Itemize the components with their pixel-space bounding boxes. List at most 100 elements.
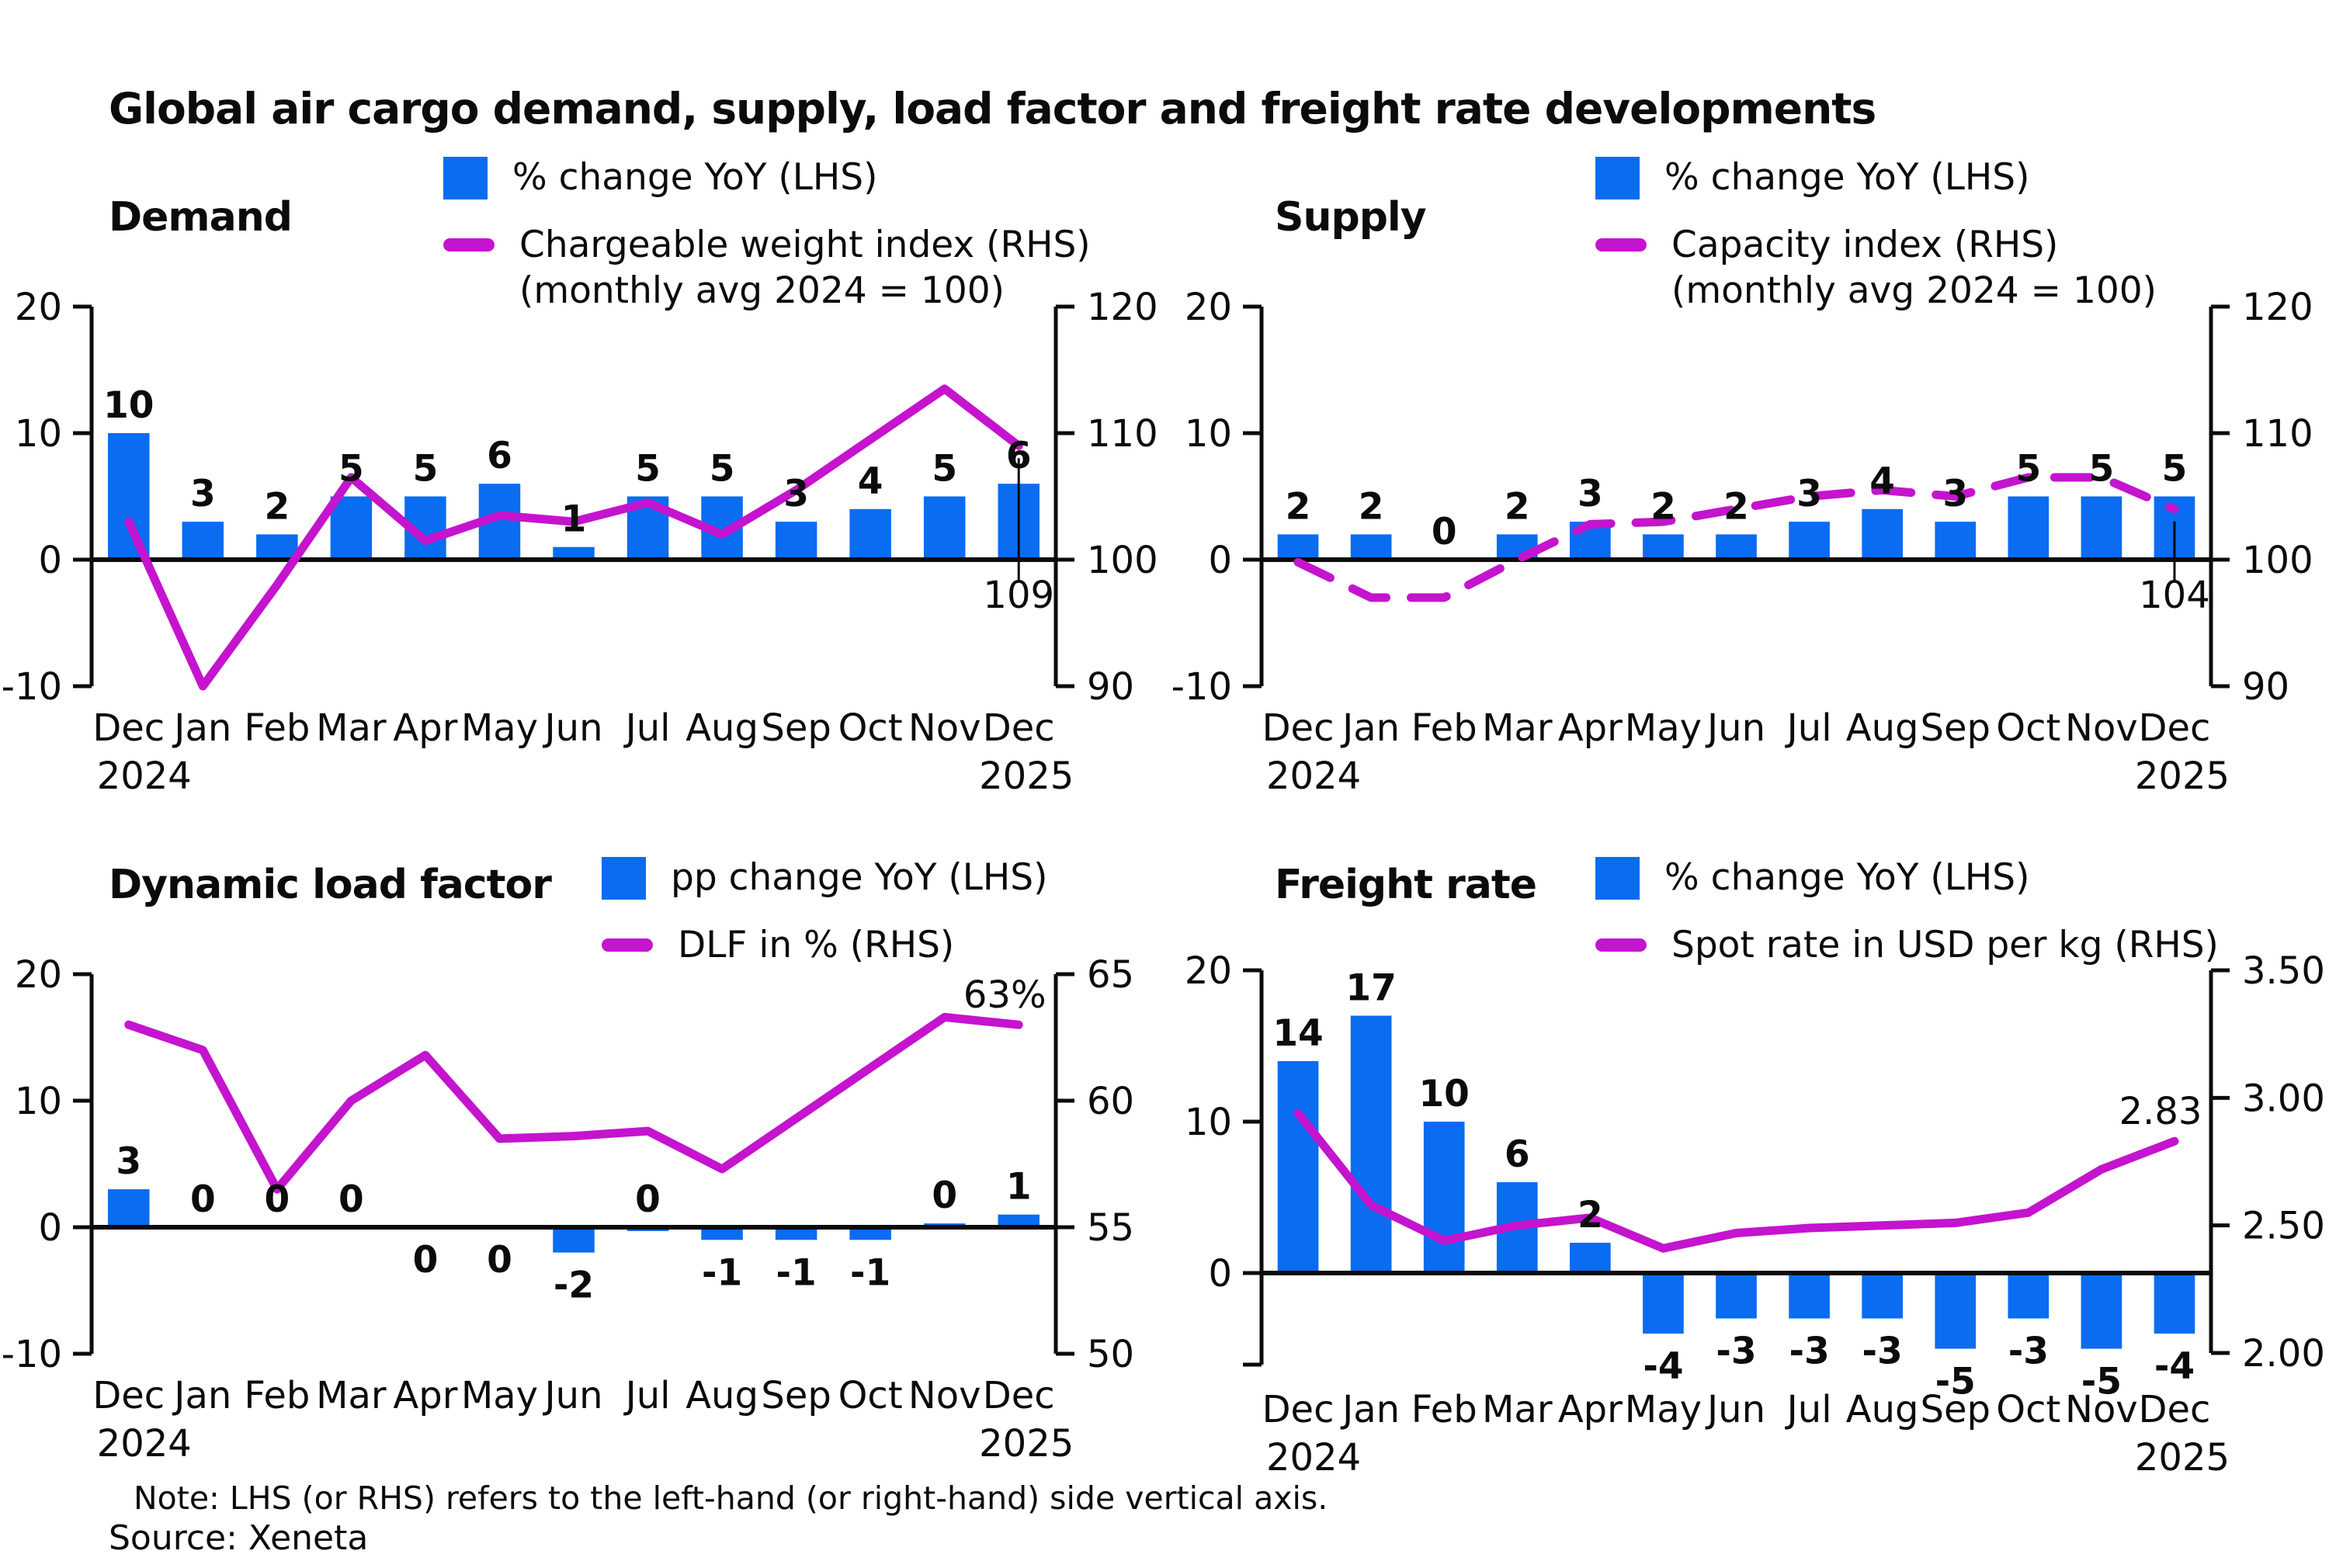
freight-bar-Jun-6 xyxy=(1716,1273,1757,1319)
demand-bar-Nov-11 xyxy=(923,496,966,560)
freight-month-label-11: Nov xyxy=(2065,1388,2138,1431)
supply-bar-label-0: 2 xyxy=(1286,485,1311,528)
freight-month-label-10: Oct xyxy=(1996,1388,2060,1431)
freight-bar-Dec-12 xyxy=(2154,1273,2195,1334)
supply-bar-label-3: 2 xyxy=(1505,485,1530,528)
supply-month-label-4: Apr xyxy=(1558,706,1623,750)
demand-bar-Dec-0 xyxy=(108,433,150,560)
supply-lhs-tick-label: 20 xyxy=(1185,286,1232,329)
demand-bar-Feb-2 xyxy=(256,534,298,560)
freight-month-label-1: Jan xyxy=(1340,1388,1400,1431)
dlf-month-label-4: Apr xyxy=(393,1374,457,1417)
supply-rhs-tick-label: 110 xyxy=(2242,412,2313,456)
freight-bar-label-10: -3 xyxy=(2008,1330,2049,1373)
supply-bar-Jul-7 xyxy=(1789,522,1830,560)
supply-month-label-6: Jun xyxy=(1705,706,1765,750)
demand-bar-Jun-6 xyxy=(553,546,595,560)
dlf-bar-Jun-6 xyxy=(553,1227,595,1253)
supply-year-first: 2024 xyxy=(1266,755,1361,798)
dlf-bar-label-6: -2 xyxy=(554,1264,594,1307)
dlf-month-label-1: Jan xyxy=(172,1374,231,1417)
dlf-lhs-tick-label: -10 xyxy=(2,1333,62,1376)
freight-bars-label: % change YoY (LHS) xyxy=(1664,856,2030,899)
dlf-bar-label-7: 0 xyxy=(635,1178,661,1221)
supply-rhs-tick-label: 90 xyxy=(2242,665,2289,709)
supply-legend: % change YoY (LHS) Capacity index (RHS) … xyxy=(1595,155,2157,335)
supply-bar-label-6: 2 xyxy=(1723,485,1749,528)
demand-bar-label-4: 5 xyxy=(413,448,439,491)
supply-bars-label: % change YoY (LHS) xyxy=(1664,156,2030,199)
freight-lhs-tick-label: 10 xyxy=(1185,1101,1232,1144)
freight-year-last: 2025 xyxy=(2135,1436,2230,1480)
dlf-bar-label-0: 3 xyxy=(116,1140,141,1183)
supply-month-label-8: Aug xyxy=(1846,706,1919,750)
supply-lhs-tick-label: 0 xyxy=(1208,539,1232,582)
supply-month-label-1: Jan xyxy=(1340,706,1400,750)
demand-month-label-7: Jul xyxy=(623,706,671,750)
supply-bar-Dec-0 xyxy=(1277,534,1319,560)
dlf-rhs-tick-label: 65 xyxy=(1087,953,1134,997)
freight-month-label-2: Feb xyxy=(1411,1388,1477,1431)
dlf-bar-label-3: 0 xyxy=(338,1178,364,1221)
demand-bar-label-8: 5 xyxy=(710,448,735,491)
freight-rhs-tick-label: 2.50 xyxy=(2242,1205,2325,1248)
dlf-end-label: 63% xyxy=(963,973,1046,1017)
line-swatch-icon xyxy=(1595,938,1647,952)
demand-lhs-tick-label: 20 xyxy=(15,286,62,329)
freight-bar-Jul-7 xyxy=(1789,1273,1830,1319)
dlf-legend-bars-row: pp change YoY (LHS) xyxy=(602,855,1047,901)
freight-bar-Sep-9 xyxy=(1935,1273,1977,1349)
demand-rhs-tick-label: 90 xyxy=(1087,665,1134,709)
supply-line-sublabel: (monthly avg 2024 = 100) xyxy=(1671,269,2157,312)
demand-month-label-4: Apr xyxy=(393,706,457,750)
demand-legend-bars-row: % change YoY (LHS) xyxy=(443,155,1091,201)
line-swatch-icon xyxy=(1595,238,1647,252)
supply-month-label-12: Dec xyxy=(2139,706,2211,750)
freight-bar-Aug-8 xyxy=(1862,1273,1903,1319)
supply-line-label: Capacity index (RHS) xyxy=(1671,223,2059,266)
dlf-bar-Dec-12 xyxy=(998,1214,1040,1227)
freight-month-label-12: Dec xyxy=(2139,1388,2211,1431)
freight-month-label-9: Sep xyxy=(1920,1388,1990,1431)
dlf-lhs-tick-label: 0 xyxy=(38,1206,62,1250)
demand-month-label-1: Jan xyxy=(172,706,231,750)
freight-bar-label-7: -3 xyxy=(1789,1330,1829,1373)
supply-heading: Supply xyxy=(1275,194,1427,241)
dlf-rhs-tick-label: 60 xyxy=(1087,1080,1134,1123)
freight-legend-bars-row: % change YoY (LHS) xyxy=(1595,855,2219,901)
dlf-month-label-10: Oct xyxy=(838,1374,903,1417)
dlf-month-label-8: Aug xyxy=(686,1374,758,1417)
demand-bar-label-2: 2 xyxy=(264,485,290,528)
freight-rhs-tick-label: 3.50 xyxy=(2242,949,2325,993)
freight-bar-label-11: -5 xyxy=(2081,1361,2122,1403)
dlf-month-label-9: Sep xyxy=(761,1374,831,1417)
freight-month-label-5: May xyxy=(1625,1388,1702,1431)
dlf-series-line xyxy=(124,1012,1023,1194)
dlf-bar-label-11: 0 xyxy=(932,1174,957,1217)
supply-bar-label-8: 4 xyxy=(1869,460,1895,503)
line-swatch-icon xyxy=(443,238,495,252)
dlf-heading: Dynamic load factor xyxy=(109,862,552,908)
supply-month-label-9: Sep xyxy=(1920,706,1990,750)
demand-bar-Oct-10 xyxy=(849,508,891,560)
dlf-bars-label: pp change YoY (LHS) xyxy=(671,856,1048,899)
freight-lhs-tick-label: 0 xyxy=(1208,1252,1232,1296)
supply-end-label: 104 xyxy=(2139,574,2210,617)
demand-line-sublabel: (monthly avg 2024 = 100) xyxy=(519,269,1005,312)
dlf-year-last: 2025 xyxy=(979,1422,1074,1466)
dlf-bar-Oct-10 xyxy=(849,1227,891,1240)
dlf-year-first: 2024 xyxy=(97,1422,192,1466)
demand-rhs-tick-label: 120 xyxy=(1087,286,1158,329)
demand-bars-label: % change YoY (LHS) xyxy=(512,156,878,199)
freight-bar-label-2: 10 xyxy=(1418,1073,1469,1115)
freight-bar-label-4: 2 xyxy=(1578,1194,1603,1237)
dlf-bar-Dec-0 xyxy=(108,1189,150,1227)
dlf-month-label-2: Feb xyxy=(244,1374,310,1417)
supply-bar-label-4: 3 xyxy=(1578,473,1603,515)
freight-rhs-tick-label: 3.00 xyxy=(2242,1077,2325,1120)
freight-bar-label-1: 17 xyxy=(1345,967,1396,1010)
